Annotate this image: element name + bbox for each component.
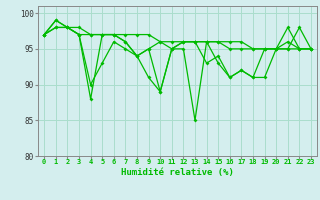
X-axis label: Humidité relative (%): Humidité relative (%) [121, 168, 234, 177]
